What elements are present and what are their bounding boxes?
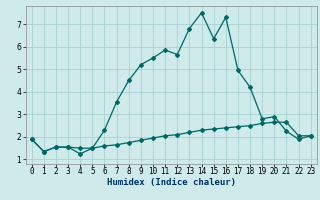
X-axis label: Humidex (Indice chaleur): Humidex (Indice chaleur)	[107, 178, 236, 187]
